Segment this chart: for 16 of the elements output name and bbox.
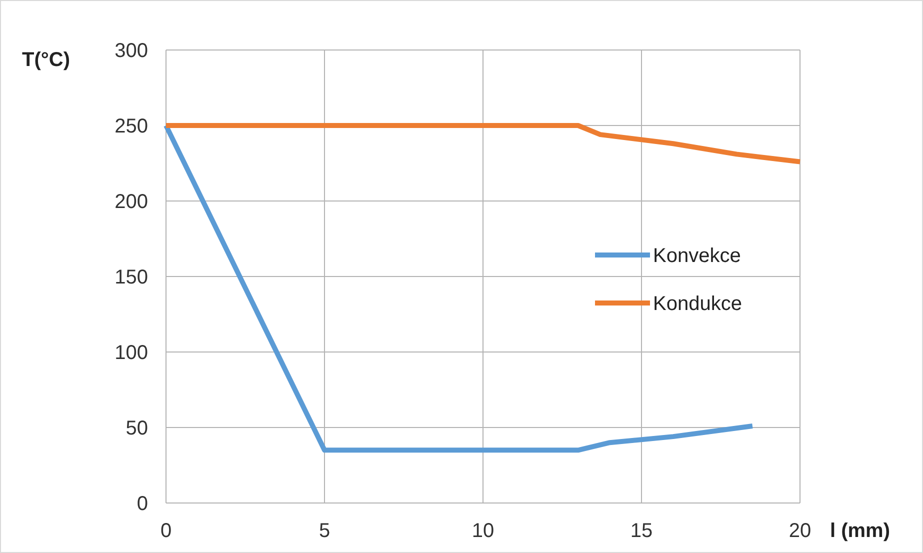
y-axis-title: T(°C) [22, 49, 70, 71]
legend-label: Kondukce [653, 293, 742, 315]
x-tick-label: 10 [472, 520, 494, 542]
y-tick-label: 150 [114, 266, 148, 288]
y-tick-label: 200 [114, 191, 148, 213]
x-tick-label: 0 [160, 520, 172, 542]
x-tick-label: 15 [630, 520, 653, 542]
y-tick-label: 300 [114, 40, 148, 62]
y-tick-label: 0 [136, 493, 148, 515]
y-tick-label: 250 [114, 116, 148, 138]
y-tick-label: 100 [114, 342, 148, 364]
x-tick-label: 5 [318, 520, 330, 542]
x-tick-label: 20 [788, 520, 812, 542]
x-axis-title: l (mm) [830, 520, 890, 542]
legend-label: Konvekce [653, 245, 741, 267]
y-tick-label: 50 [126, 418, 148, 440]
